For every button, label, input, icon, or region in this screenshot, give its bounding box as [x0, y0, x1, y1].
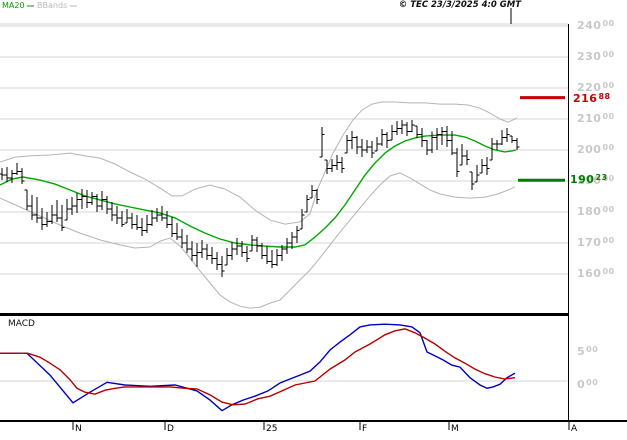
bbands-legend-label: BBands: [37, 1, 68, 10]
price-axis-label-decimals: 00: [602, 143, 615, 152]
price-axis-label-decimals: 00: [602, 267, 615, 276]
x-axis-label-M: M: [451, 424, 459, 434]
price-axis-label: 180 00: [577, 205, 615, 218]
macd-signal-line: [0, 328, 516, 406]
price-axis-label-main: 180: [577, 205, 602, 218]
price-axis-label: 160 00: [577, 267, 615, 280]
price-axis-label-main: 240: [577, 19, 602, 32]
price-axis-label-decimals: 00: [602, 50, 615, 59]
macd-panel-title: MACD: [8, 319, 35, 329]
macd-axis-label-decimals: 00: [586, 378, 599, 387]
bbands-legend-dash-icon: —: [69, 1, 78, 10]
price-axis-label: 220 00: [577, 81, 615, 94]
price-axis-label: 170 00: [577, 236, 615, 249]
price-axis-label-decimals: 00: [602, 81, 615, 90]
x-axis-label-N: N: [75, 424, 82, 434]
price-axis-label-main: 190: [577, 174, 602, 187]
macd-axis-label: 5 00: [577, 345, 598, 358]
price-axis-label-main: 160: [577, 267, 602, 280]
price-axis-label-main: 170: [577, 236, 602, 249]
macd-axis-label: 0 00: [577, 378, 598, 391]
x-axis-label-D: D: [167, 424, 174, 434]
x-axis-label-F: F: [362, 424, 368, 434]
price-axis-label: 240 00: [577, 19, 615, 32]
ma20-legend: MA20—: [2, 1, 35, 11]
bbands-legend: BBands —: [37, 1, 77, 11]
bollinger-lower-band-line: [0, 172, 516, 309]
price-axis-label: 200 00: [577, 143, 615, 156]
ma20-line: [0, 134, 517, 248]
price-axis-label-decimals: 00: [602, 112, 615, 121]
price-axis-label-main: 230: [577, 50, 602, 63]
macd-axis-label-decimals: 00: [586, 345, 599, 354]
macd-axis-label-main: 5: [577, 345, 586, 358]
support-price-label: 190 23: [570, 173, 608, 186]
x-axis-label-A: A: [571, 424, 578, 434]
price-axis-label-main: 200: [577, 143, 602, 156]
price-axis-label-main: 210: [577, 112, 602, 125]
macd-axis-label-main: 0: [577, 378, 586, 391]
x-axis-label-25: 25: [266, 424, 278, 434]
price-axis-label: 210 00: [577, 112, 615, 125]
resistance-price-label-main: 216: [573, 91, 598, 105]
bollinger-upper-band-line: [0, 101, 518, 225]
price-axis-label-decimals: 00: [602, 236, 615, 245]
resistance-price-label: 216 88: [573, 92, 611, 105]
ma20-legend-dash-icon: —: [26, 1, 35, 10]
support-price-label-main: 190: [570, 173, 595, 187]
price-axis-label: 190 00: [577, 174, 615, 187]
ma20-legend-label: MA20: [2, 1, 25, 10]
price-axis-label-main: 220: [577, 81, 602, 94]
resistance-price-label-decimals: 88: [598, 91, 611, 101]
price-axis-label-decimals: 00: [602, 19, 615, 28]
copyright-timestamp: © TEC 23/3/2025 4:0 GMT: [398, 0, 521, 10]
price-axis-label-decimals: 00: [602, 205, 615, 214]
price-axis-label-decimals: 00: [602, 174, 615, 183]
macd-line: [0, 323, 516, 412]
support-price-label-decimals: 23: [595, 173, 608, 183]
price-axis-label: 230 00: [577, 50, 615, 63]
